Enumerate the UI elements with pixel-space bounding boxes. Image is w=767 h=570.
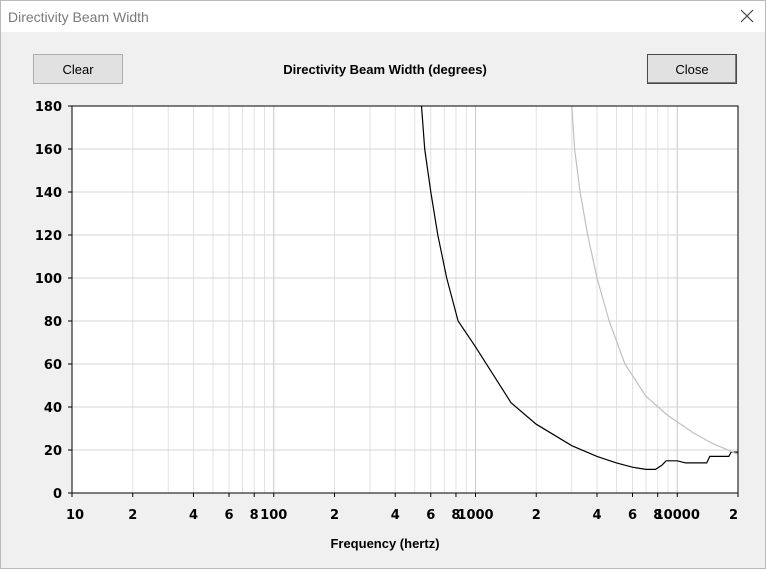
x-tick-label: 8: [250, 508, 259, 523]
x-tick-label: 10: [66, 508, 84, 523]
y-tick-label: 180: [35, 100, 62, 115]
y-tick-label: 140: [35, 186, 62, 201]
x-tick-label: 2: [729, 508, 738, 523]
x-tick-label: 8: [653, 508, 662, 523]
y-tick-label: 80: [44, 315, 62, 330]
close-button[interactable]: Close: [647, 54, 737, 84]
y-tick-label: 20: [44, 444, 62, 459]
x-tick-label: 2: [532, 508, 541, 523]
x-tick-label: 4: [391, 508, 400, 523]
series-line-1: [420, 105, 738, 470]
window-title: Directivity Beam Width: [8, 9, 149, 25]
clear-button[interactable]: Clear: [33, 54, 123, 84]
y-tick-label: 60: [44, 358, 62, 373]
y-tick-label: 120: [35, 229, 62, 244]
x-tick-label: 100: [260, 508, 287, 523]
clear-button-label: Clear: [62, 61, 94, 77]
y-axis: 0 20 40 60 80 100 120 140 160 180: [35, 100, 72, 502]
y-tick-label: 0: [53, 487, 62, 502]
x-tick-label: 2: [330, 508, 339, 523]
y-tick-label: 160: [35, 143, 62, 158]
y-tick-label: 40: [44, 401, 62, 416]
x-tick-label: 10000: [655, 508, 700, 523]
x-tick-label: 6: [426, 508, 435, 523]
y-tick-label: 100: [35, 272, 62, 287]
close-button-label: Close: [675, 61, 709, 77]
plot-area: [72, 106, 738, 493]
x-tick-label: 6: [628, 508, 637, 523]
x-axis-label: Frequency (hertz): [330, 536, 440, 551]
title-bar: Directivity Beam Width: [1, 1, 765, 32]
x-tick-label: 6: [224, 508, 233, 523]
close-icon[interactable]: [738, 7, 756, 25]
series-group: [420, 105, 739, 470]
x-tick-label: 1000: [457, 508, 493, 523]
chart-title: Directivity Beam Width (degrees): [283, 62, 487, 77]
grid: [71, 105, 739, 494]
x-tick-label: 8: [451, 508, 460, 523]
plot-frame: [71, 105, 739, 494]
series-line-2: [571, 105, 739, 455]
x-tick-label: 4: [189, 508, 198, 523]
x-tick-label: 2: [128, 508, 137, 523]
x-tick-label: 4: [592, 508, 601, 523]
